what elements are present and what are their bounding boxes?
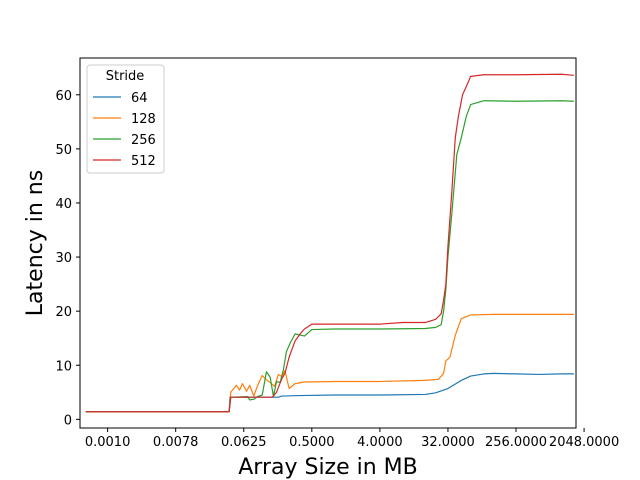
y-axis-title: Latency in ns [23,170,48,316]
x-tick-label: 0.0078 [153,435,199,450]
plot-lines [85,73,574,413]
series-line-128 [85,313,574,413]
y-tick-label: 20 [55,305,72,320]
y-tick-label: 10 [55,359,72,374]
x-axis-ticks: 0.0010 0.0078 0.0625 0.5000 4.0000 32.0000 256… [85,428,619,450]
legend-title: Stride [106,69,145,84]
x-tick-label: 0.5000 [289,435,335,450]
y-tick-label: 60 [55,89,72,104]
x-tick-label: 2048.0000 [549,435,619,450]
x-tick-label: 32.0000 [421,435,475,450]
series-line-64 [85,372,574,413]
x-axis-title: Array Size in MB [238,455,418,480]
legend-label-256: 256 [131,133,156,148]
series-line-512 [85,73,574,413]
y-tick-label: 0 [64,413,72,428]
legend: Stride 64 128 256 512 [86,64,165,174]
legend-label-128: 128 [131,112,156,127]
y-tick-label: 40 [55,197,72,212]
x-tick-label: 0.0010 [85,435,131,450]
x-tick-label: 4.0000 [357,435,403,450]
y-tick-label: 50 [55,143,72,158]
x-tick-label: 256.0000 [485,435,547,450]
y-axis-ticks: 0 10 20 30 40 50 60 [55,89,80,428]
legend-box [86,64,165,174]
legend-label-64: 64 [131,91,148,106]
legend-items: 64 128 256 512 [93,91,156,169]
y-tick-label: 30 [55,251,72,266]
x-tick-label: 0.0625 [221,435,267,450]
plot-frame [79,57,577,429]
legend-label-512: 512 [131,154,156,169]
